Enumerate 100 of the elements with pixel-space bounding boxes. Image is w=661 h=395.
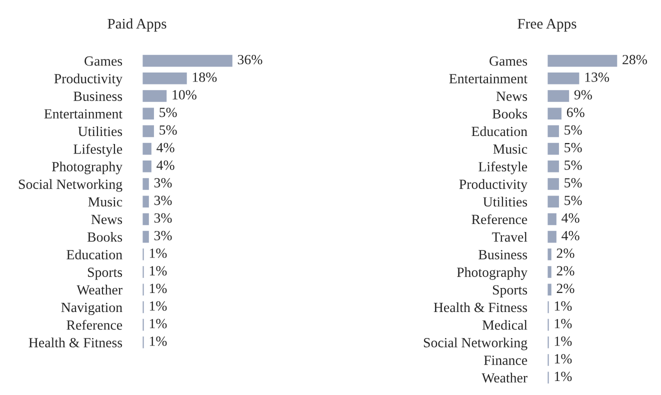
bar (547, 142, 560, 156)
bar (142, 282, 146, 297)
bar (142, 318, 146, 332)
data-label: 1% (150, 301, 167, 311)
data-label: 1% (150, 284, 167, 294)
bar (547, 176, 560, 192)
y-tick-label: Games (84, 56, 122, 66)
y-tick-label: Weather (76, 284, 122, 295)
data-label: 3% (154, 178, 172, 188)
bar (547, 230, 558, 244)
data-label: 28% (622, 54, 647, 64)
data-label: 4% (562, 230, 580, 240)
bar (547, 71, 581, 86)
y-tick-label: Weather (482, 372, 528, 383)
data-label: 1% (554, 318, 572, 328)
data-label: 3% (154, 196, 172, 206)
y-tick-label: Books (492, 108, 528, 119)
bar (142, 176, 150, 192)
data-label: 9% (574, 90, 592, 100)
y-tick-label: Books (87, 232, 122, 242)
data-label: 3% (154, 230, 172, 240)
y-tick-label: Sports (492, 285, 528, 298)
bar (142, 300, 146, 314)
y-tick-label: Lifestyle (74, 144, 122, 157)
bar (142, 230, 150, 244)
data-label: 6% (566, 108, 584, 118)
data-label: 5% (564, 142, 582, 152)
data-label: 5% (160, 108, 177, 118)
data-label: 5% (564, 196, 582, 206)
data-label: 10% (172, 90, 196, 100)
bar (547, 370, 550, 385)
y-tick-label: Photography (52, 162, 122, 174)
data-label: 4% (156, 160, 174, 170)
y-tick-label: Utilities (78, 126, 122, 136)
bar (547, 159, 560, 174)
bar (547, 318, 550, 332)
bar (142, 247, 146, 262)
bar (142, 124, 156, 138)
y-tick-label: Business (478, 250, 528, 260)
bar (547, 88, 570, 104)
data-label: 1% (150, 248, 167, 258)
data-label: 1% (150, 318, 167, 328)
y-tick-label: Lifestyle (478, 162, 528, 174)
bar (142, 194, 150, 209)
bar (142, 159, 153, 174)
bar (142, 106, 156, 121)
y-tick-label: News (496, 92, 528, 101)
data-label: 2% (556, 266, 574, 276)
y-tick-label: Social Networking (424, 338, 528, 350)
data-label: 5% (564, 178, 582, 188)
bar (547, 212, 558, 226)
data-label: 1% (150, 336, 167, 346)
y-tick-label: Health & Fitness (28, 338, 122, 348)
bar (547, 264, 553, 280)
y-tick-label: Travel (492, 232, 528, 242)
y-tick-label: News (91, 214, 122, 224)
bar (142, 54, 234, 68)
data-label: 3% (154, 213, 172, 223)
y-tick-label: Medical (482, 320, 528, 330)
data-label: 4% (156, 142, 174, 152)
y-tick-label: Games (490, 56, 528, 66)
bar (142, 71, 188, 86)
data-label: 1% (554, 372, 572, 382)
bar (547, 300, 550, 314)
bar (142, 264, 146, 280)
y-tick-label: Business (74, 92, 122, 101)
bar (547, 124, 560, 138)
y-tick-label: Productivity (54, 74, 123, 86)
y-tick-label: Reference (472, 214, 528, 224)
y-tick-label: Photography (456, 267, 528, 280)
y-tick-label: Education (472, 126, 528, 136)
bar (547, 352, 550, 368)
data-label: 1% (554, 354, 572, 364)
bar (547, 335, 550, 350)
y-tick-label: Entertainment (449, 74, 528, 84)
data-label: 36% (238, 54, 262, 64)
y-tick-label: Reference (66, 320, 122, 330)
data-label: 18% (192, 72, 217, 82)
y-tick-label: Music (88, 197, 122, 207)
bar (142, 212, 150, 226)
y-tick-label: Entertainment (44, 109, 122, 119)
data-label: 1% (150, 266, 167, 276)
data-label: 13% (585, 72, 610, 82)
data-label: 2% (556, 248, 574, 258)
data-label: 5% (160, 125, 177, 135)
data-label: 2% (556, 284, 574, 294)
y-tick-label: Finance (484, 356, 528, 365)
chart-title: Free Apps (518, 18, 576, 32)
bar (547, 282, 553, 297)
y-tick-label: Music (493, 144, 528, 154)
bar (142, 335, 146, 350)
y-tick-label: Utilities (483, 196, 528, 207)
bar (547, 54, 619, 68)
y-tick-label: Productivity (459, 179, 528, 192)
y-tick-label: Health & Fitness (434, 302, 528, 312)
data-label: 5% (564, 125, 582, 135)
y-tick-label: Education (66, 250, 122, 260)
chart-title: Paid Apps (108, 18, 166, 32)
bar (547, 106, 563, 121)
data-label: 4% (562, 213, 580, 223)
